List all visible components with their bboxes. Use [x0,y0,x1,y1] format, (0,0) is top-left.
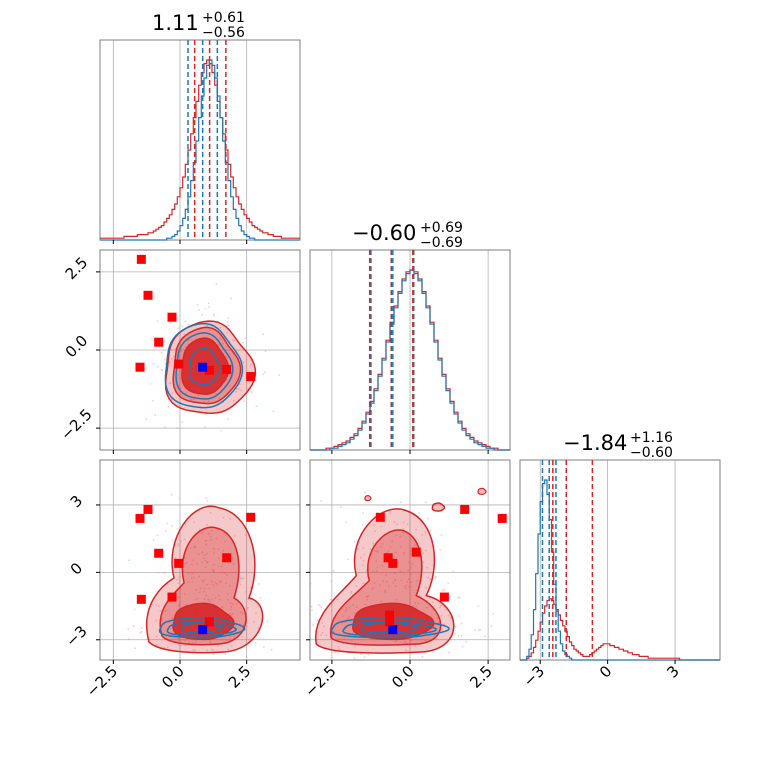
p1p2-blue-marker [198,362,208,372]
p1p2-red-marker [222,364,232,374]
p1p3-red-marker [154,548,164,558]
p1p3-red-marker [136,594,146,604]
p1p3-xtick-label: 2.5 [225,662,255,692]
p1p3-ytick-label: 3 [67,492,86,511]
p1p2-ytick-label: 2.5 [62,254,92,284]
p1p3-red-marker [204,617,214,627]
p1p3-blue-marker [198,625,208,635]
p1p3-xtick-label: −2.5 [83,662,121,700]
p1p3-xtick-label: 0.0 [158,662,188,692]
p2p3-contour-6 [431,502,446,512]
hist-p3-xtick-label: −3 [520,662,548,690]
p1p3-red-marker [135,513,145,523]
p2p3-red-marker [439,592,449,602]
p2p3-xtick-label: 2.5 [466,662,496,692]
p2p3-contour-5 [360,622,419,634]
title-p1-plus: +0.61 [202,10,245,26]
p2p3-red-marker [460,504,470,514]
p1p2-ytick-label: 0.0 [62,332,92,362]
title-p3-minus: −0.60 [630,445,673,461]
p2p3-grid-y [310,504,510,641]
title-p3-plus: +1.16 [630,430,673,446]
p1p3-contour-4 [166,621,237,637]
p2p3-xtick-label: −2.5 [301,662,339,700]
hist-p3-xtick-label: 3 [663,662,682,681]
title-p1: 1.11 [152,11,199,35]
p2p3-contour-7 [364,495,372,502]
p1p2-ytick-label: −2.5 [57,405,95,443]
p1p2-contour-5 [188,347,221,386]
p2p3-contour-3 [330,616,450,639]
title-p2: −0.60 [352,221,416,245]
hist-p2-grid-x [331,250,489,450]
p1p3-red-marker [143,504,153,514]
p1p2-red-marker [135,362,145,372]
p2p3-red-marker [375,512,385,522]
hist-p1-frame [99,39,301,241]
p1p3-red-marker [222,553,232,563]
hist-p3-grid-x [539,460,676,660]
p1p3-contour-3 [158,616,246,639]
p1p2-red-marker [167,312,177,322]
p1p2-red-marker [143,290,153,300]
p1p3-red-marker [167,592,177,602]
title-p2-minus: −0.69 [420,235,463,251]
p1p2-contour-3 [164,322,244,409]
p2p3-red-marker [385,610,395,620]
hist-p3-hist-red [520,598,720,661]
title-p2-plus: +0.69 [420,220,463,236]
hist-p2-hist-blue [310,269,510,451]
p1p3-ytick-label: 0 [67,559,86,578]
p1p2-red-marker [154,337,164,347]
hist-p1-hist-red [100,59,300,239]
p1p3-red-marker [246,512,256,522]
p1p3-frame [99,459,301,661]
p2p3-red-marker [385,617,395,627]
p2p3-red-marker [388,558,398,568]
p2p3-contour-4 [342,621,437,637]
p2p3-red-marker [411,547,421,557]
hist-p3-frame [519,459,721,661]
p1p2-red-marker [174,359,184,369]
title-p3: −1.84 [563,431,627,455]
p1p2-red-marker [246,372,256,382]
p1p2-red-marker [204,365,214,375]
p2p3-red-marker [497,513,507,523]
hist-p1-grid-x [112,40,248,240]
hist-p3-xtick-label: 0 [596,662,615,681]
p1p2-red-marker [136,254,146,264]
hist-p3-hist-blue [520,479,720,661]
p2p3-xtick-label: 0.0 [388,662,418,692]
p1p3-ytick-label: −3 [62,622,90,650]
hist-p1-hist-blue [100,59,300,241]
p2p3-contour-8 [477,487,487,496]
p1p3-red-marker [174,558,184,568]
title-p1-minus: −0.56 [202,25,245,41]
p2p3-red-marker [383,553,393,563]
p2p3-blue-marker [388,625,398,635]
